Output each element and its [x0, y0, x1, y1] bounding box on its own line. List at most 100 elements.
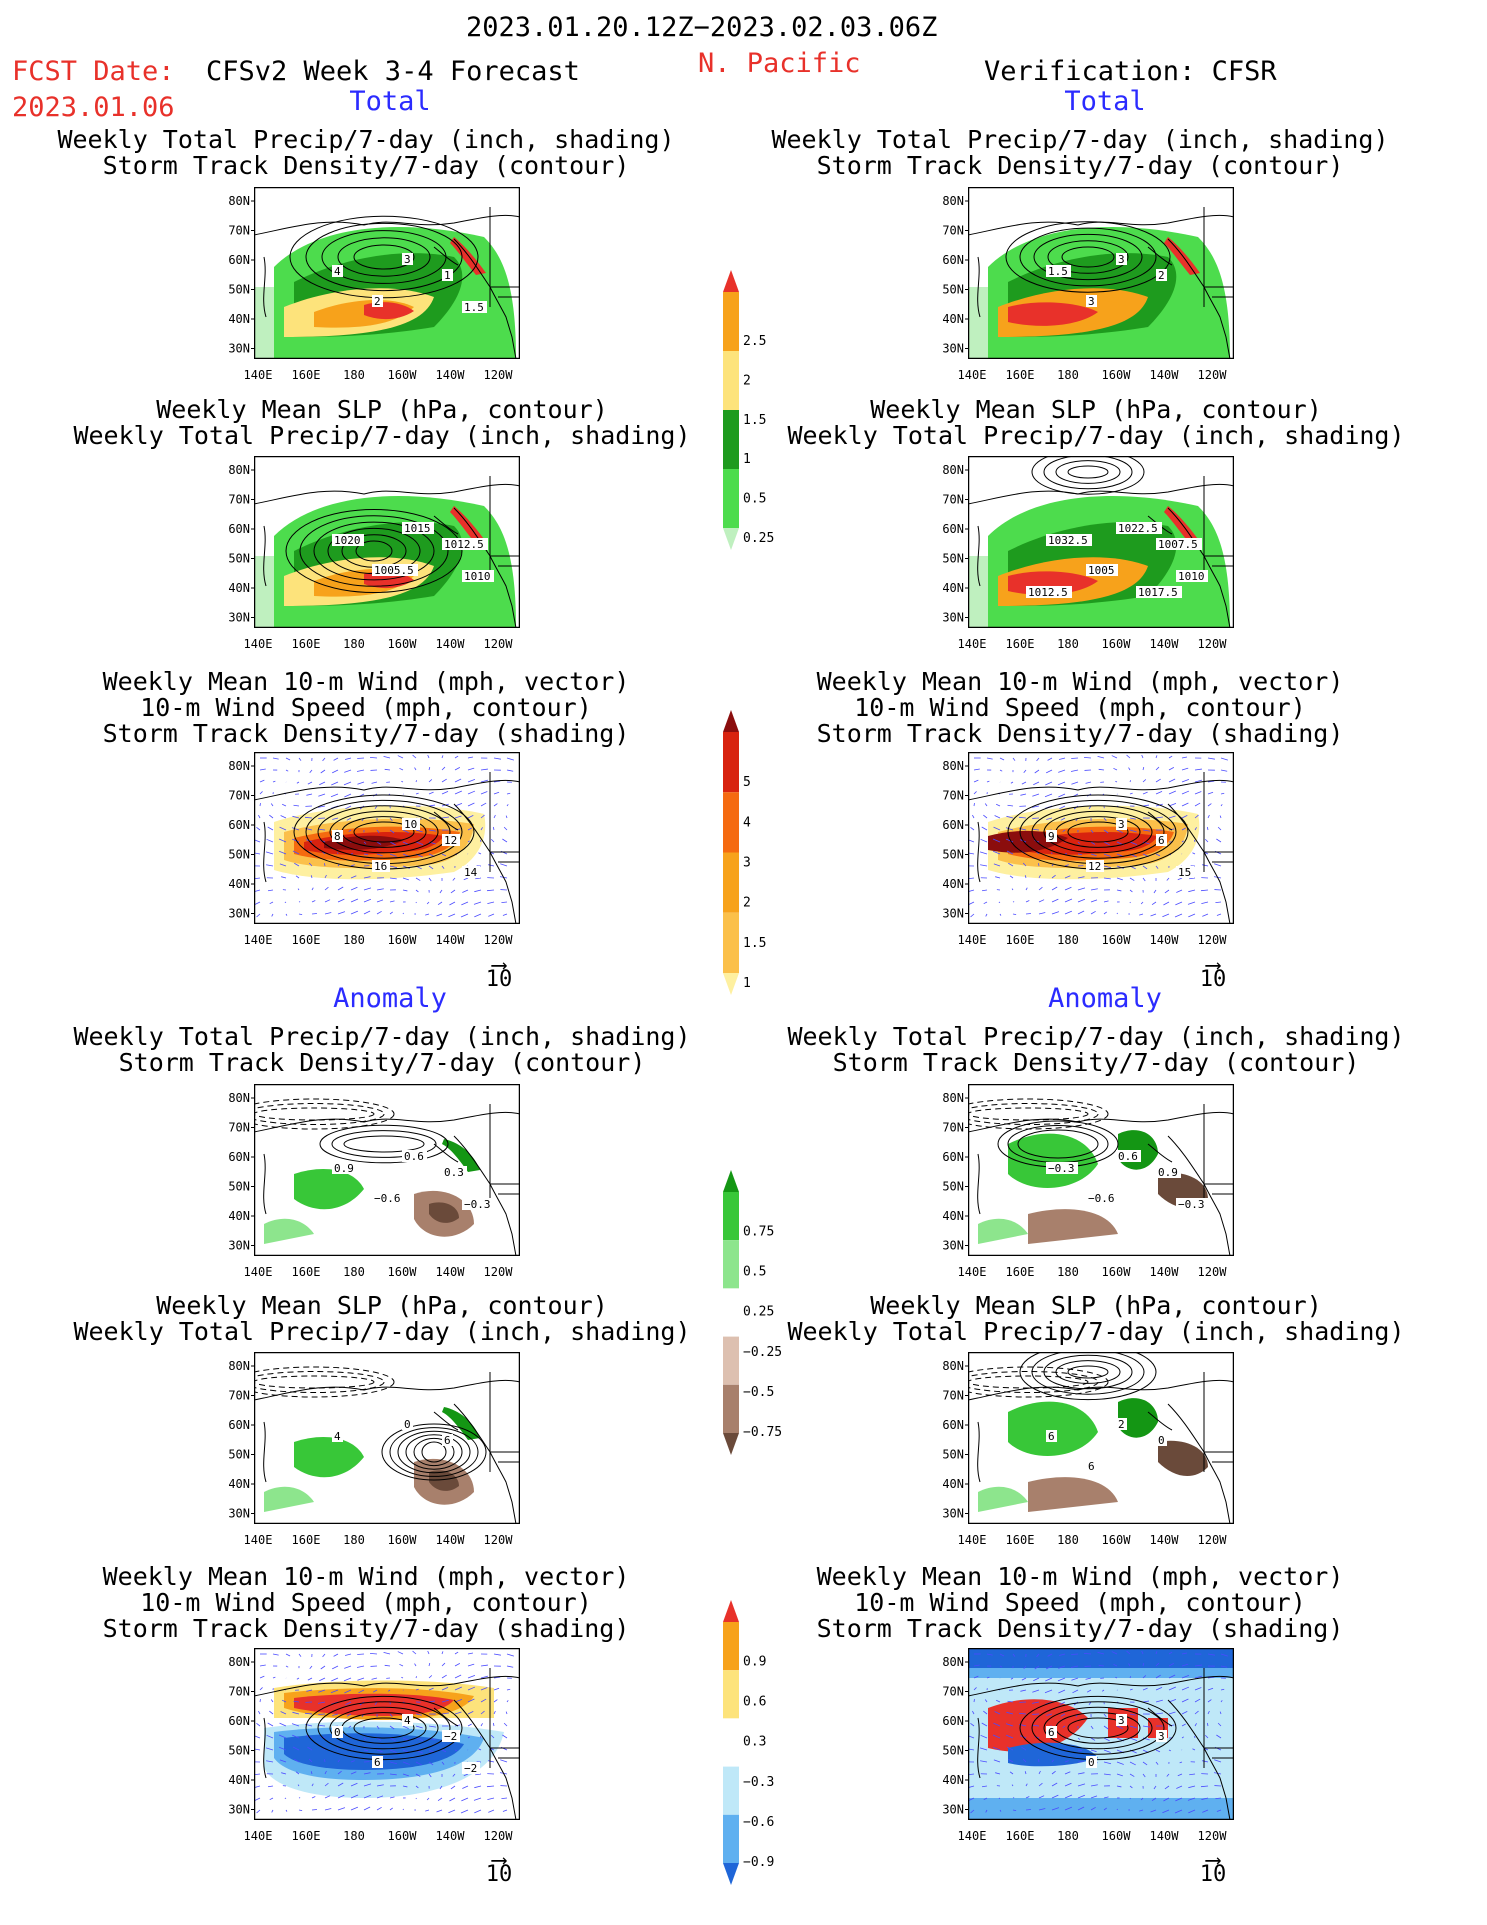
lon-tick-label: 160W: [388, 933, 418, 947]
contour-label: 1020: [334, 534, 361, 547]
colorbar-tick-label: 0.25: [743, 531, 774, 546]
contour-label: 14: [464, 866, 478, 879]
contour-label: 1012.5: [444, 538, 484, 551]
colorbar-tick-label: −0.6: [743, 1815, 774, 1830]
lon-tick-label: 160E: [292, 637, 321, 651]
lat-tick-label: 40N: [228, 1209, 250, 1223]
lon-tick-label: 140E: [244, 637, 273, 651]
colorbar-tick-label: 1: [743, 452, 751, 467]
contour-label: 6: [1048, 1726, 1055, 1739]
lat-tick-label: 50N: [942, 1744, 964, 1758]
lon-tick-label: 160E: [1006, 1533, 1035, 1547]
contour-label: 6: [374, 1756, 381, 1769]
map-forecast-slp-precip-anom: 80N 70N 60N 50N 40N 30N 140E 160E 180 160W 140W 120…: [212, 1352, 530, 1552]
lat-tick-label: 30N: [228, 907, 250, 921]
lat-tick-label: 80N: [942, 759, 964, 773]
lat-tick-label: 40N: [942, 581, 964, 595]
lon-tick-label: 180: [343, 368, 365, 382]
title-forecast-precip-storm-anom: Weekly Total Precip/7-day (inch, shading…: [62, 1024, 702, 1076]
contour-label: 1012.5: [1028, 586, 1068, 599]
title-line: Storm Track Density/7-day (shading): [816, 719, 1344, 748]
lat-tick-label: 50N: [228, 1180, 250, 1194]
title-line: Storm Track Density/7-day (contour): [816, 151, 1344, 180]
lon-tick-label: 120W: [1198, 1533, 1228, 1547]
contour-label: 6: [1088, 1460, 1095, 1473]
lat-tick-label: 80N: [228, 1359, 250, 1373]
lat-tick-label: 70N: [228, 224, 250, 238]
section-anomaly-left: Anomaly: [333, 983, 447, 1014]
lat-tick-label: 60N: [228, 1418, 250, 1432]
map-forecast-wind-storm: 80N 70N 60N 50N 40N 30N 140E 160E 180 160W 140W 120…: [212, 752, 530, 952]
title-line: Weekly Total Precip/7-day (inch, shading…: [57, 125, 675, 154]
map-verif-precip-storm: 80N 70N 60N 50N 40N 30N 140E 160E 180 160W 140W 120…: [926, 187, 1244, 387]
lat-tick-label: 60N: [228, 818, 250, 832]
lat-tick-label: 50N: [228, 1744, 250, 1758]
lon-tick-label: 160W: [388, 1265, 418, 1279]
title-verif-precip-storm-anom: Weekly Total Precip/7-day (inch, shading…: [776, 1024, 1416, 1076]
lon-tick-label: 160W: [1102, 1533, 1132, 1547]
lat-tick-label: 70N: [228, 1389, 250, 1403]
map-verif-wind-storm: 80N 70N 60N 50N 40N 30N 140E 160E 180 160W 140W 120…: [926, 752, 1244, 952]
lon-tick-label: 140W: [1150, 368, 1180, 382]
lat-tick-label: 30N: [228, 1803, 250, 1817]
lon-tick-label: 140W: [436, 933, 466, 947]
lon-tick-label: 120W: [1198, 933, 1228, 947]
contour-label: 3: [1118, 818, 1125, 831]
title-line: Weekly Mean SLP (hPa, contour): [156, 395, 608, 424]
contour-label: 2: [374, 295, 381, 308]
lat-tick-label: 40N: [942, 877, 964, 891]
section-total-right: Total: [1064, 86, 1146, 117]
contour-label: 4: [404, 1714, 411, 1727]
colorbar-tick-label: 0.5: [743, 1265, 766, 1280]
lat-tick-label: 40N: [228, 877, 250, 891]
lon-tick-label: 160E: [292, 933, 321, 947]
title-forecast-precip-storm: Weekly Total Precip/7-day (inch, shading…: [46, 127, 686, 179]
lon-tick-label: 120W: [484, 1829, 514, 1843]
title-line: 10-m Wind Speed (mph, contour): [140, 1588, 592, 1617]
contour-label: 1.5: [464, 301, 484, 314]
contour-label: 0.6: [404, 1150, 424, 1163]
lon-tick-label: 140E: [958, 1829, 987, 1843]
contour-label: 1017.5: [1138, 586, 1178, 599]
lon-tick-label: 160E: [1006, 1829, 1035, 1843]
lon-tick-label: 140E: [244, 1265, 273, 1279]
colorbar-tick-label: −0.3: [743, 1775, 774, 1790]
colorbar-tick-label: 1: [743, 976, 751, 991]
colorbar-storm-total: 5 4 3 2 1.5 1: [723, 710, 793, 995]
contour-label: 0.9: [1158, 1166, 1178, 1179]
lat-tick-label: 60N: [942, 1150, 964, 1164]
title-line: Storm Track Density/7-day (shading): [102, 1614, 630, 1643]
lon-tick-label: 180: [1057, 368, 1079, 382]
title-line: Weekly Mean SLP (hPa, contour): [870, 1291, 1322, 1320]
contour-label: 0.9: [334, 1162, 354, 1175]
colorbar-tick-label: 2.5: [743, 334, 766, 349]
lat-tick-label: 30N: [942, 1507, 964, 1521]
lat-tick-label: 40N: [228, 581, 250, 595]
lon-tick-label: 140E: [244, 933, 273, 947]
contour-label: −2: [464, 1762, 477, 1775]
lat-tick-label: 30N: [942, 1239, 964, 1253]
colorbar-storm-anomaly: 0.9 0.6 0.3 −0.3 −0.6 −0.9: [723, 1600, 793, 1885]
colorbar-tick-label: −0.75: [743, 1425, 782, 1440]
map-forecast-precip-storm: 80N 70N 60N 50N 40N 30N 140E 160E 180 160W 140W 120…: [212, 187, 530, 387]
contour-label: 6: [1158, 834, 1165, 847]
arrow-icon: ⟶: [492, 1848, 506, 1873]
contour-label: 0.6: [1118, 1150, 1138, 1163]
lat-tick-label: 50N: [942, 552, 964, 566]
fcst-date-value: 2023.01.06: [12, 92, 175, 123]
title-verif-wind-storm-anom: Weekly Mean 10-m Wind (mph, vector) 10-m…: [760, 1564, 1400, 1642]
lat-tick-label: 80N: [228, 194, 250, 208]
contour-label: 0: [334, 1726, 341, 1739]
lat-tick-label: 80N: [228, 1091, 250, 1105]
lon-tick-label: 180: [343, 1265, 365, 1279]
title-line: Weekly Total Precip/7-day (inch, shading…: [787, 421, 1405, 450]
lon-tick-label: 160E: [1006, 637, 1035, 651]
contour-label: 1010: [1178, 570, 1205, 583]
title-forecast-slp-precip-anom: Weekly Mean SLP (hPa, contour) Weekly To…: [62, 1293, 702, 1345]
region-label: N. Pacific: [698, 48, 861, 79]
colorbar-tick-label: 5: [743, 775, 751, 790]
contour-label: 2: [1118, 1418, 1125, 1431]
colorbar-tick-label: −0.25: [743, 1345, 782, 1360]
lon-tick-label: 140W: [1150, 1829, 1180, 1843]
lat-tick-label: 80N: [228, 759, 250, 773]
